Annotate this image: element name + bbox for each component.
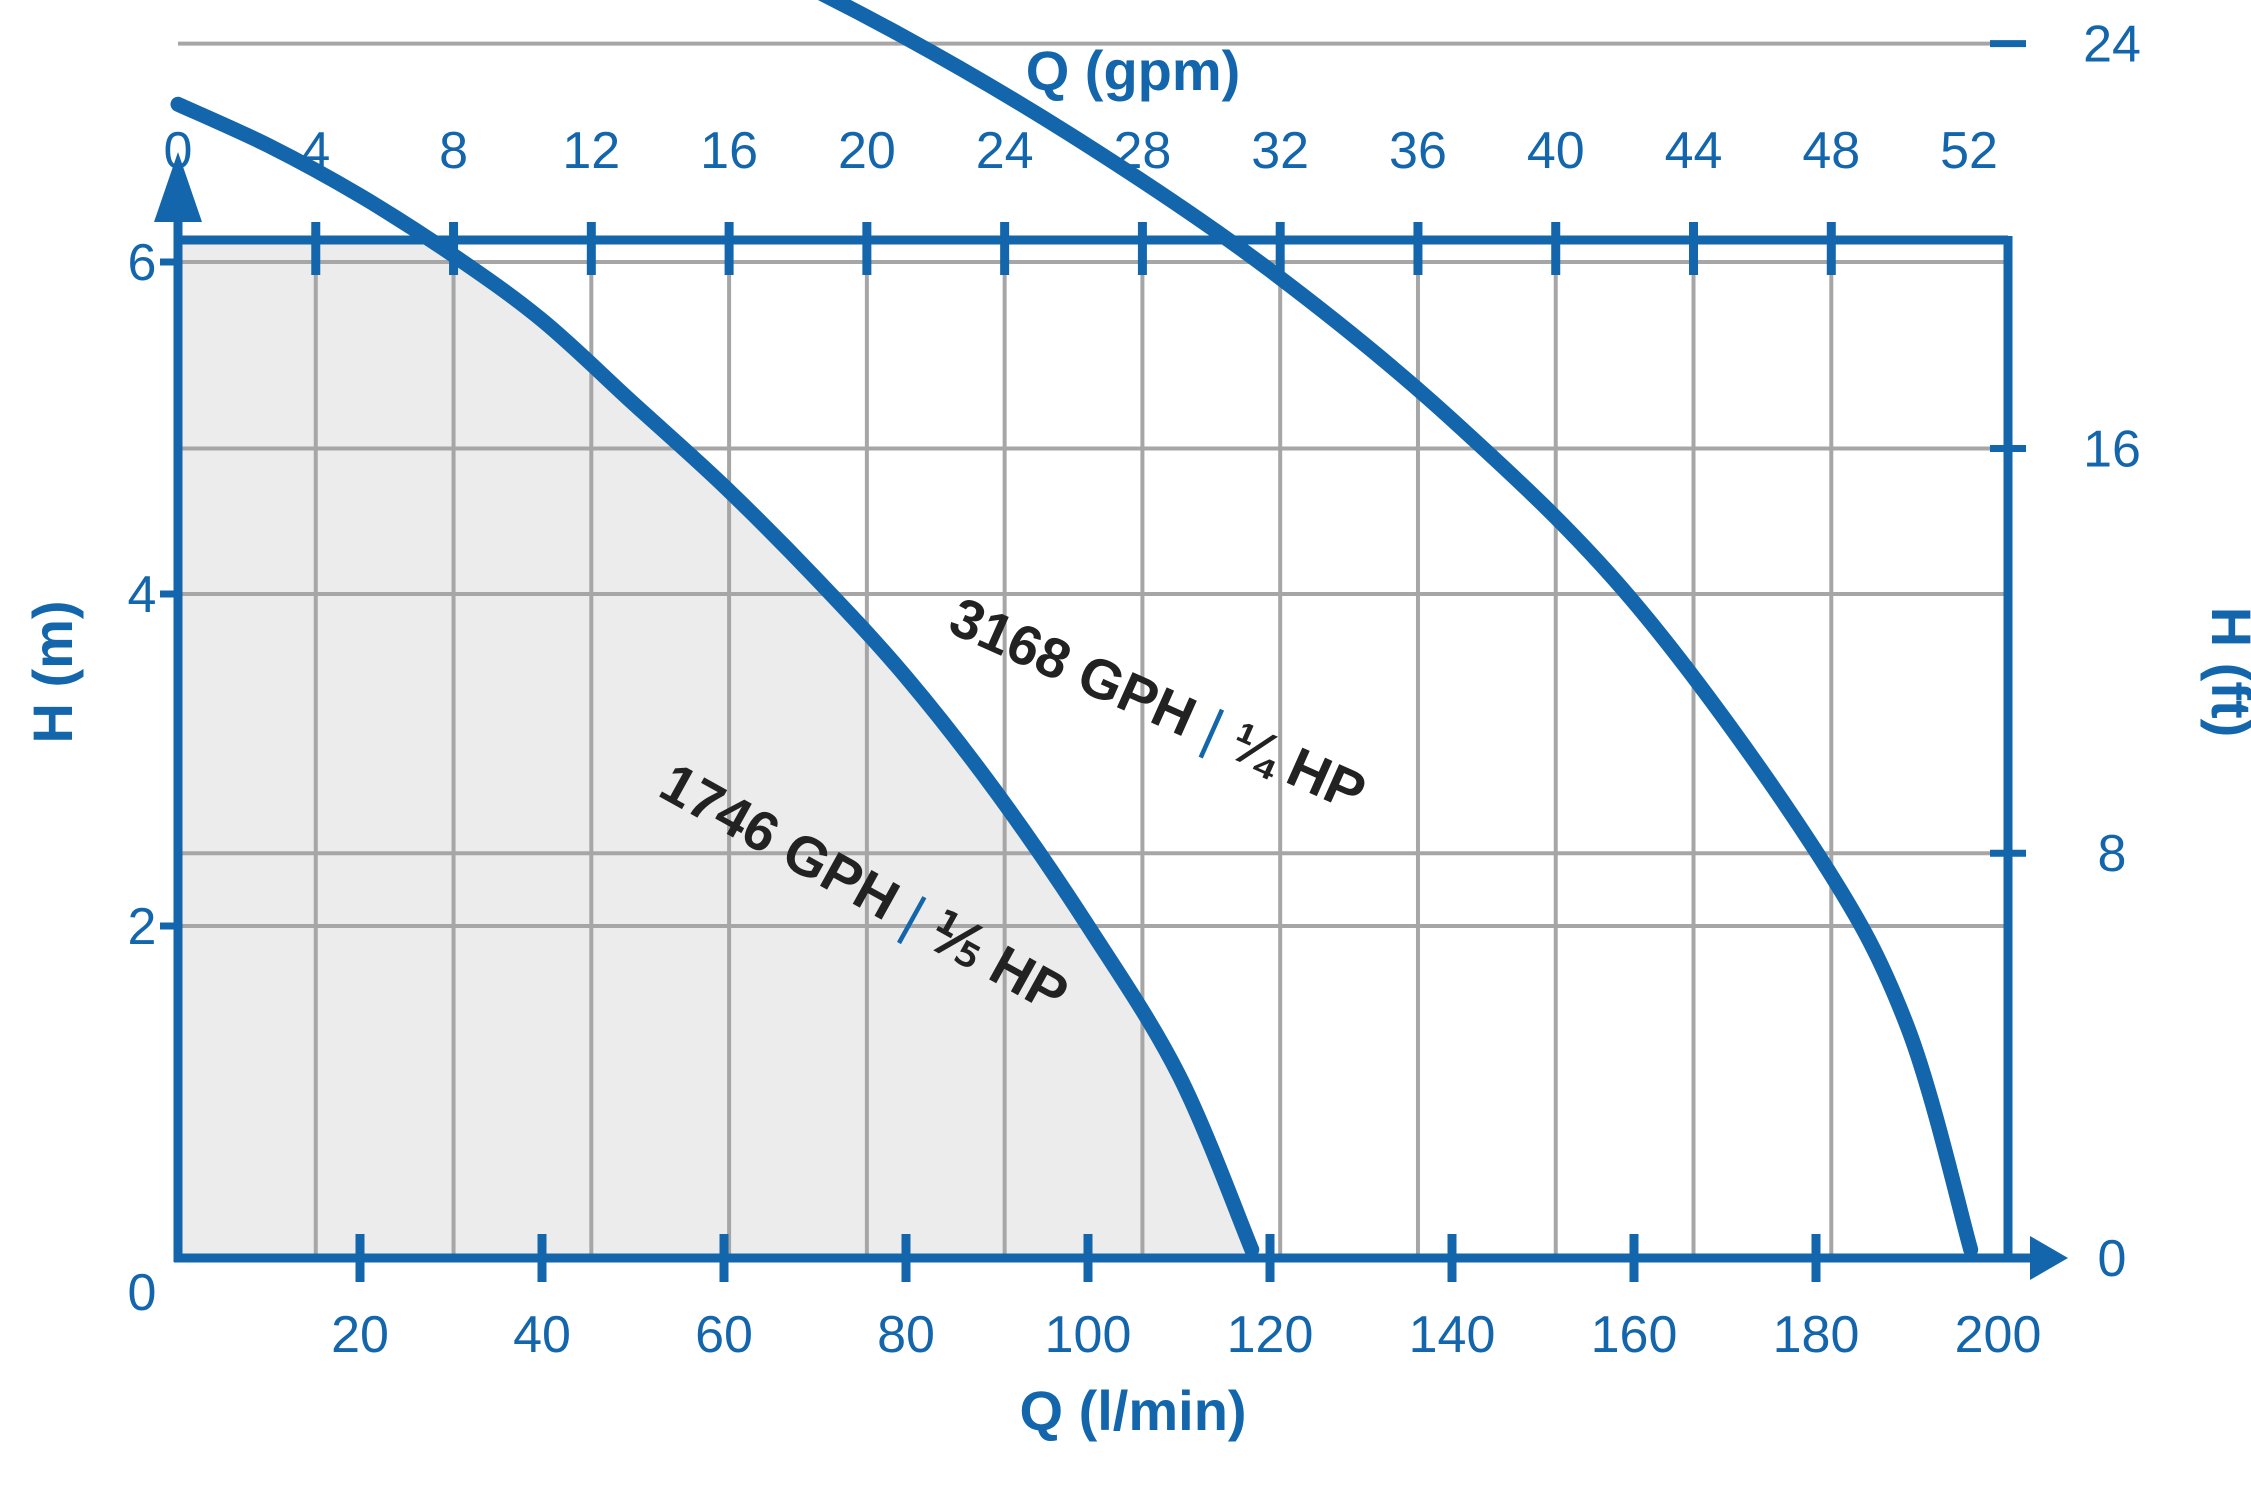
curves (170, 0, 1979, 1258)
series-fill-1 (178, 240, 1252, 1258)
top-tick-label-4: 4 (301, 122, 330, 180)
bottom-tick-label-60: 60 (695, 1306, 753, 1364)
axes-frame (154, 40, 2068, 1282)
top-tick-label-16: 16 (700, 122, 758, 180)
series-label-part: ¼ HP (1207, 703, 1375, 824)
bottom-axis-arrow (2030, 1236, 2068, 1280)
bottom-tick-label-200: 200 (1955, 1306, 2042, 1364)
right-tick-label-0: 0 (2098, 1230, 2127, 1288)
top-tick-label-48: 48 (1802, 122, 1860, 180)
right-tick-label-8: 8 (2098, 825, 2127, 883)
right-axis-title: H (ft) (2200, 607, 2251, 738)
top-tick-label-24: 24 (976, 122, 1034, 180)
bottom-tick-label-80: 80 (877, 1306, 935, 1364)
bottom-tick-label-180: 180 (1773, 1306, 1860, 1364)
top-axis-title: Q (gpm) (1026, 39, 1241, 102)
top-tick-label-52: 52 (1940, 122, 1998, 180)
top-tick-label-28: 28 (1113, 122, 1171, 180)
top-tick-label-44: 44 (1665, 122, 1723, 180)
bottom-tick-label-160: 160 (1591, 1306, 1678, 1364)
bottom-axis-title: Q (l/min) (1019, 1379, 1246, 1442)
series-line-1 (170, 96, 1260, 1258)
top-tick-label-40: 40 (1527, 122, 1585, 180)
right-tick-label-16: 16 (2083, 420, 2141, 478)
bottom-tick-label-20: 20 (331, 1306, 389, 1364)
top-tick-label-12: 12 (562, 122, 620, 180)
operating-area-fill (178, 240, 1252, 1258)
top-tick-label-20: 20 (838, 122, 896, 180)
bottom-tick-label-140: 140 (1409, 1306, 1496, 1364)
right-tick-label-24: 24 (2083, 16, 2141, 74)
left-axis-title: H (m) (21, 600, 84, 743)
top-tick-label-32: 32 (1251, 122, 1309, 180)
left-tick-label-0: 0 (128, 1264, 157, 1322)
top-tick-label-36: 36 (1389, 122, 1447, 180)
bottom-tick-label-40: 40 (513, 1306, 571, 1364)
left-tick-label-4: 4 (128, 566, 157, 624)
series-line-2 (817, 0, 1979, 1258)
top-tick-label-0: 0 (164, 122, 193, 180)
left-tick-label-2: 2 (128, 898, 157, 956)
top-tick-label-8: 8 (439, 122, 468, 180)
left-axis-arrow (154, 152, 202, 222)
bottom-tick-label-120: 120 (1227, 1306, 1314, 1364)
left-tick-label-6: 6 (128, 234, 157, 292)
series-label-part: 3168 GPH (941, 584, 1206, 748)
bottom-tick-label-100: 100 (1045, 1306, 1132, 1364)
